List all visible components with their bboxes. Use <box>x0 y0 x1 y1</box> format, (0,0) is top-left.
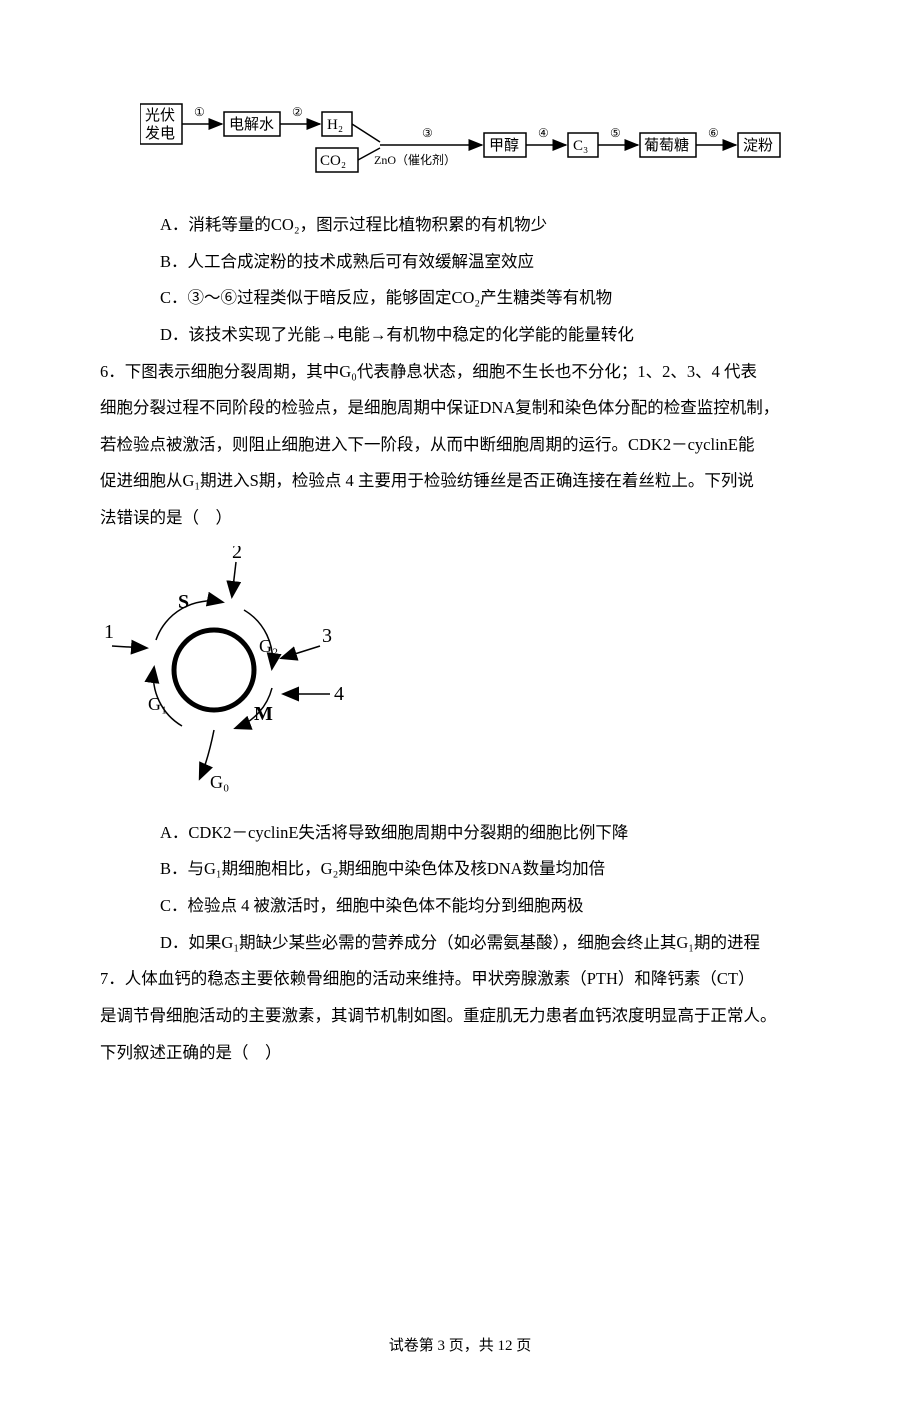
cycle-m: M <box>254 703 273 725</box>
cycle-2: 2 <box>232 546 242 563</box>
num-5: ⑤ <box>610 126 621 140</box>
box-starch: 淀粉 <box>743 137 773 154</box>
q6-stem-4: 促进细胞从G₁期进入S期，检验点 4 主要用于检验纺锤丝是否正确连接在着丝粒上。… <box>100 464 820 499</box>
box-pv-l1: 光伏 <box>145 107 175 124</box>
synthesis-flow-diagram: 光伏 发电 ① 电解水 ② H₂ CO₂ ③ ZnO（催化剂） 甲醇 ④ C₃ … <box>140 100 820 190</box>
flow-svg: 光伏 发电 ① 电解水 ② H₂ CO₂ ③ ZnO（催化剂） 甲醇 ④ C₃ … <box>140 100 820 190</box>
q6-stem-1: 6．下图表示细胞分裂周期，其中G₀代表静息状态，细胞不生长也不分化；1、2、3、… <box>100 355 820 390</box>
q6-option-b: B．与G₁期细胞相比，G₂期细胞中染色体及核DNA数量均加倍 <box>160 852 820 887</box>
q6-stem-2: 细胞分裂过程不同阶段的检验点，是细胞周期中保证DNA复制和染色体分配的检查监控机… <box>100 391 820 426</box>
num-1: ① <box>194 105 205 119</box>
cycle-svg: S G₂ M G₁ G₀ 1 2 3 <box>100 546 360 806</box>
num-6: ⑥ <box>708 126 719 140</box>
cycle-g0: G₀ <box>210 772 229 792</box>
q6-stem: 6．下图表示细胞分裂周期，其中G₀代表静息状态，细胞不生长也不分化；1、2、3、… <box>100 355 820 536</box>
q5-option-d: D．该技术实现了光能→电能→有机物中稳定的化学能的能量转化 <box>160 318 820 353</box>
q6-option-a: A．CDK2－cyclinE失活将导致细胞周期中分裂期的细胞比例下降 <box>160 816 820 851</box>
cycle-4: 4 <box>334 683 344 705</box>
q6-options: A．CDK2－cyclinE失活将导致细胞周期中分裂期的细胞比例下降 B．与G₁… <box>100 816 820 961</box>
box-glucose: 葡萄糖 <box>644 137 689 154</box>
catalyst-label: ZnO（催化剂） <box>374 152 456 167</box>
q7-stem-3: 下列叙述正确的是（ ） <box>100 1036 820 1071</box>
q6-option-c: C．检验点 4 被激活时，细胞中染色体不能均分到细胞两极 <box>160 889 820 924</box>
box-co2: CO₂ <box>320 153 346 169</box>
box-pv-l2: 发电 <box>145 125 175 142</box>
q6-option-d: D．如果G₁期缺少某些必需的营养成分（如必需氨基酸），细胞会终止其G₁期的进程 <box>160 926 820 961</box>
q7-stem: 7．人体血钙的稳态主要依赖骨细胞的活动来维持。甲状旁腺激素（PTH）和降钙素（C… <box>100 962 820 1070</box>
num-3: ③ <box>422 126 433 140</box>
page-footer: 试卷第 3 页，共 12 页 <box>0 1331 920 1363</box>
q5-option-a: A．消耗等量的CO₂，图示过程比植物积累的有机物少 <box>160 208 820 243</box>
box-c3: C₃ <box>573 138 588 154</box>
q7-stem-2: 是调节骨细胞活动的主要激素，其调节机制如图。重症肌无力患者血钙浓度明显高于正常人… <box>100 999 820 1034</box>
cycle-1: 1 <box>104 621 114 643</box>
box-electrolysis: 电解水 <box>229 116 274 133</box>
box-h2: H₂ <box>327 117 343 133</box>
q5-options: A．消耗等量的CO₂，图示过程比植物积累的有机物少 B．人工合成淀粉的技术成熟后… <box>100 208 820 353</box>
box-methanol: 甲醇 <box>489 137 519 154</box>
q5-option-b: B．人工合成淀粉的技术成熟后可有效缓解温室效应 <box>160 245 820 280</box>
cell-cycle-diagram: S G₂ M G₁ G₀ 1 2 3 <box>100 546 820 806</box>
cycle-3: 3 <box>322 625 332 647</box>
num-2: ② <box>292 105 303 119</box>
q7-stem-1: 7．人体血钙的稳态主要依赖骨细胞的活动来维持。甲状旁腺激素（PTH）和降钙素（C… <box>100 962 820 997</box>
q5-option-c: C．③～⑥过程类似于暗反应，能够固定CO₂产生糖类等有机物 <box>160 281 820 316</box>
q6-stem-3: 若检验点被激活，则阻止细胞进入下一阶段，从而中断细胞周期的运行。CDK2－cyc… <box>100 428 820 463</box>
cycle-g2: G₂ <box>259 636 278 656</box>
num-4: ④ <box>538 126 549 140</box>
q6-stem-5: 法错误的是（ ） <box>100 501 820 536</box>
cycle-g1: G₁ <box>148 694 167 714</box>
cycle-s: S <box>178 591 189 613</box>
